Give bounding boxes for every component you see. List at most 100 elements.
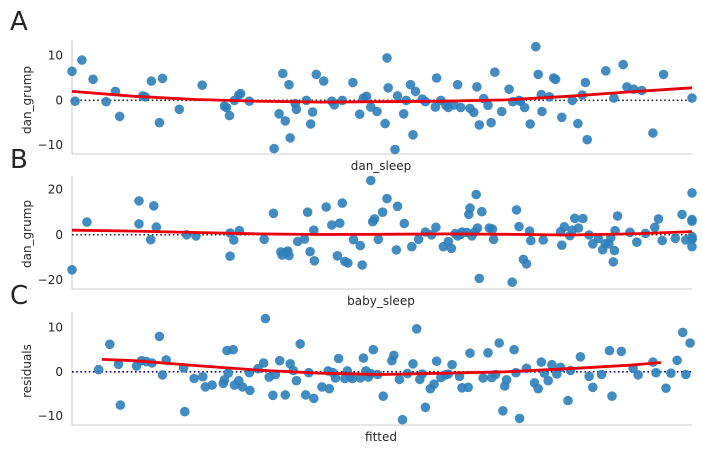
panel-b-point: [687, 188, 697, 198]
panel-c-point: [113, 359, 124, 370]
panel-b-point: [521, 259, 532, 269]
panel-b-point: [407, 241, 417, 252]
panel-a-point: [307, 107, 318, 117]
panel-a-point: [430, 102, 441, 112]
panel-a-letter: A: [10, 7, 28, 37]
panel-c-point: [431, 356, 442, 367]
panel-a-point: [537, 106, 547, 117]
panel-c-point: [575, 352, 586, 362]
panel-b-point: [559, 222, 570, 232]
panel-c-point: [533, 383, 543, 394]
panel-a-point: [146, 76, 157, 86]
panel-a-point: [580, 77, 591, 88]
panel-a-point: [70, 96, 80, 106]
panel-c-point: [358, 353, 369, 363]
panel-a-point: [354, 109, 365, 119]
panel-a-point: [648, 128, 658, 138]
panel-b-point: [488, 234, 499, 245]
panel-c-point: [651, 367, 661, 378]
panel-c-point: [198, 371, 208, 382]
panel-a-point: [398, 109, 409, 119]
panel-a-point: [380, 118, 390, 129]
panel-b-point: [538, 235, 548, 245]
panel-a-ytick-label: −10: [38, 138, 63, 152]
panel-a-point: [311, 69, 322, 80]
panel-c-point: [588, 382, 598, 393]
panel-a-point: [224, 110, 235, 121]
panel-b-point: [299, 234, 310, 244]
panel-a-point: [410, 86, 421, 97]
panel-c-point: [677, 327, 688, 338]
panel-a-fit-line: [71, 86, 693, 104]
panel-c-ytick-label: −10: [38, 409, 63, 423]
panel-a-point: [174, 104, 185, 115]
panel-c-point: [547, 359, 557, 370]
panel-b-point: [507, 277, 517, 288]
panel-a-point: [361, 91, 372, 102]
panel-c-point: [274, 355, 285, 366]
panel-a-point: [235, 88, 246, 99]
panel-a-point: [557, 112, 567, 123]
panel-a-point: [687, 93, 697, 103]
panel-a-point: [221, 102, 232, 113]
panel-a-point: [408, 130, 418, 140]
panel-a-point: [284, 79, 294, 90]
panel-c-point: [501, 375, 512, 385]
panel-b-point: [653, 214, 664, 224]
panel-a-point: [101, 96, 111, 107]
panel-c-point: [447, 359, 457, 370]
panel-c-point: [661, 383, 671, 394]
panel-c-point: [189, 373, 199, 384]
panel-b-point: [471, 189, 482, 200]
panel-a-point: [496, 106, 507, 117]
panel-b-point: [134, 219, 144, 229]
panel-c-ylabel: residuals: [20, 344, 34, 398]
panel-b-point: [259, 234, 270, 245]
panel-c-point: [543, 375, 553, 386]
panel-a-point: [658, 69, 669, 80]
panel-b-point: [391, 245, 402, 255]
panel-c-point: [685, 338, 695, 348]
panel-a-point: [280, 116, 291, 126]
panel-c-point: [483, 348, 493, 358]
panel-a-ytick-label: 10: [48, 49, 63, 63]
panel-b-letter: B: [10, 145, 28, 175]
panel-c-point: [463, 382, 474, 393]
panel-a-point: [278, 68, 288, 79]
panel-b-point: [229, 235, 239, 245]
panel-c-point: [478, 373, 488, 383]
panel-c-point: [555, 362, 566, 373]
panel-a: A −10 0 10 dan_grump dan_sleep: [10, 7, 697, 173]
panel-c-point: [596, 369, 607, 380]
panel-b-point: [526, 235, 536, 246]
panel-a-point: [582, 134, 592, 145]
panel-b-point: [357, 260, 368, 270]
panel-c-point: [295, 339, 306, 349]
panel-a-point: [291, 104, 302, 115]
panel-b-point: [373, 234, 384, 245]
panel-a-point: [197, 80, 207, 90]
panel-c: C −10 0 10 residuals fitted: [10, 281, 695, 444]
panel-a-point: [390, 144, 400, 155]
panel-b-point: [348, 234, 359, 245]
panel-c-point: [509, 344, 519, 355]
panel-c-point: [672, 355, 682, 366]
panel-a-point: [348, 77, 358, 88]
panel-b-point: [677, 209, 687, 220]
panel-b-point: [369, 214, 380, 224]
panel-b-ylabel: dan_grump: [20, 200, 34, 268]
panel-b-point: [570, 213, 580, 224]
panel-a-point: [455, 102, 466, 113]
panel-b-point: [392, 201, 403, 212]
panel-b-point: [302, 207, 313, 217]
panel-c-point: [309, 393, 319, 404]
panel-c-ytick-label: 10: [48, 321, 63, 335]
panel-a-point: [383, 83, 394, 93]
panel-b-point: [366, 175, 376, 186]
panel-b-point: [305, 246, 315, 257]
panel-c-ytick-label: 0: [55, 365, 63, 379]
panel-a-point: [504, 84, 514, 94]
panel-a-point: [372, 106, 382, 117]
panel-c-point: [330, 373, 341, 383]
